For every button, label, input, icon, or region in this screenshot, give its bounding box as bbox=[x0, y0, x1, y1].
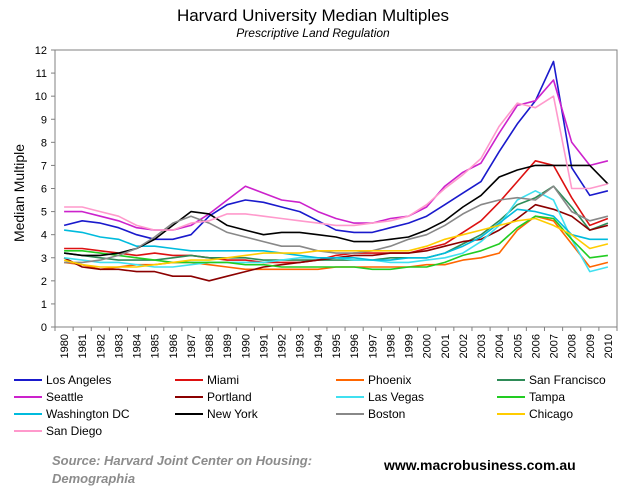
x-tick-label: 1998 bbox=[385, 334, 397, 358]
legend-label: Las Vegas bbox=[368, 390, 424, 404]
x-tick-label: 2003 bbox=[476, 334, 488, 358]
legend-label: New York bbox=[207, 407, 259, 421]
y-tick-label: 11 bbox=[36, 68, 47, 80]
series-line-miami bbox=[64, 160, 609, 264]
y-tick-label: 3 bbox=[41, 253, 47, 265]
y-tick-label: 7 bbox=[41, 160, 47, 172]
x-tick-label: 1985 bbox=[150, 334, 162, 358]
x-tick-label: 1999 bbox=[404, 334, 416, 358]
y-tick-label: 8 bbox=[41, 137, 47, 149]
x-tick-label: 1989 bbox=[222, 334, 234, 358]
y-axis-label: Median Multiple bbox=[11, 144, 27, 242]
x-tick-label: 2009 bbox=[585, 334, 597, 358]
legend-label: San Diego bbox=[46, 424, 102, 438]
series-line-chicago bbox=[63, 217, 609, 268]
x-tick-label: 1995 bbox=[331, 334, 343, 358]
legend-label: Seattle bbox=[46, 390, 84, 404]
series-line-new-york bbox=[63, 164, 609, 257]
y-tick-label: 4 bbox=[41, 230, 47, 242]
legend-label: Tampa bbox=[529, 390, 565, 404]
series-line-los-angeles bbox=[63, 60, 609, 241]
legend-label: Phoenix bbox=[368, 373, 411, 387]
x-tick-label: 1981 bbox=[77, 334, 89, 358]
x-tick-label: 1994 bbox=[313, 334, 325, 358]
x-tick-label: 1990 bbox=[240, 334, 252, 358]
x-tick-label: 1997 bbox=[367, 334, 379, 358]
website-label: www.macrobusiness.com.au bbox=[383, 457, 576, 473]
y-tick-label: 0 bbox=[41, 322, 47, 334]
series-line-san-diego bbox=[64, 95, 609, 231]
series-line-tampa bbox=[64, 215, 609, 271]
x-tick-label: 1988 bbox=[204, 334, 216, 358]
x-tick-label: 1986 bbox=[168, 334, 180, 358]
x-tick-label: 1987 bbox=[186, 334, 198, 358]
source-line-2: Demographia bbox=[52, 471, 135, 486]
x-tick-label: 2010 bbox=[603, 334, 615, 358]
legend-label: Boston bbox=[368, 407, 405, 421]
x-tick-label: 1980 bbox=[59, 334, 71, 358]
chart-title: Harvard University Median Multiples bbox=[177, 6, 449, 25]
x-tick-label: 1984 bbox=[132, 334, 144, 358]
legend: Los Angeles Miami Phoenix San Francisco Seat… bbox=[14, 373, 606, 438]
y-tick-label: 6 bbox=[41, 184, 47, 196]
legend-label: Washington DC bbox=[46, 407, 130, 421]
legend-label: Miami bbox=[207, 373, 239, 387]
x-tick-label: 2005 bbox=[512, 334, 524, 358]
x-tick-label: 1992 bbox=[277, 334, 289, 358]
source-line-1: Source: Harvard Joint Center on Housing: bbox=[52, 453, 312, 468]
legend-label: Los Angeles bbox=[46, 373, 111, 387]
plot-area bbox=[54, 49, 618, 328]
x-tick-label: 1991 bbox=[258, 334, 270, 358]
x-tick-label: 1996 bbox=[349, 334, 361, 358]
x-tick-label: 2000 bbox=[422, 334, 434, 358]
y-tick-label: 9 bbox=[41, 114, 47, 126]
y-tick-label: 1 bbox=[41, 299, 47, 311]
x-tick-label: 2001 bbox=[440, 334, 452, 358]
x-tick-label: 1983 bbox=[113, 334, 125, 358]
x-tick-label: 1982 bbox=[95, 334, 107, 358]
x-tick-label: 2006 bbox=[530, 334, 542, 358]
y-tick-label: 10 bbox=[35, 91, 47, 103]
legend-label: Chicago bbox=[529, 407, 573, 421]
series-line-washington-dc bbox=[63, 208, 608, 261]
x-tick-label: 2002 bbox=[458, 334, 470, 358]
x-axis: 1980 1981 1982 1983 1984 1985 1986 1987 1988 1989… bbox=[54, 327, 618, 358]
legend-label: San Francisco bbox=[529, 373, 606, 387]
x-tick-label: 2007 bbox=[549, 334, 561, 358]
x-tick-label: 2004 bbox=[494, 334, 506, 358]
series-line-seattle bbox=[64, 79, 609, 231]
plot-border bbox=[54, 49, 618, 328]
series-line-boston bbox=[64, 185, 609, 264]
y-tick-label: 5 bbox=[41, 207, 47, 219]
x-tick-label: 1993 bbox=[295, 334, 307, 358]
y-tick-label: 12 bbox=[35, 45, 47, 57]
chart-subtitle: Prescriptive Land Regulation bbox=[236, 26, 390, 40]
legend-label: Portland bbox=[207, 390, 252, 404]
y-tick-label: 2 bbox=[41, 276, 47, 288]
x-tick-label: 2008 bbox=[567, 334, 579, 358]
series-lines bbox=[63, 60, 609, 282]
